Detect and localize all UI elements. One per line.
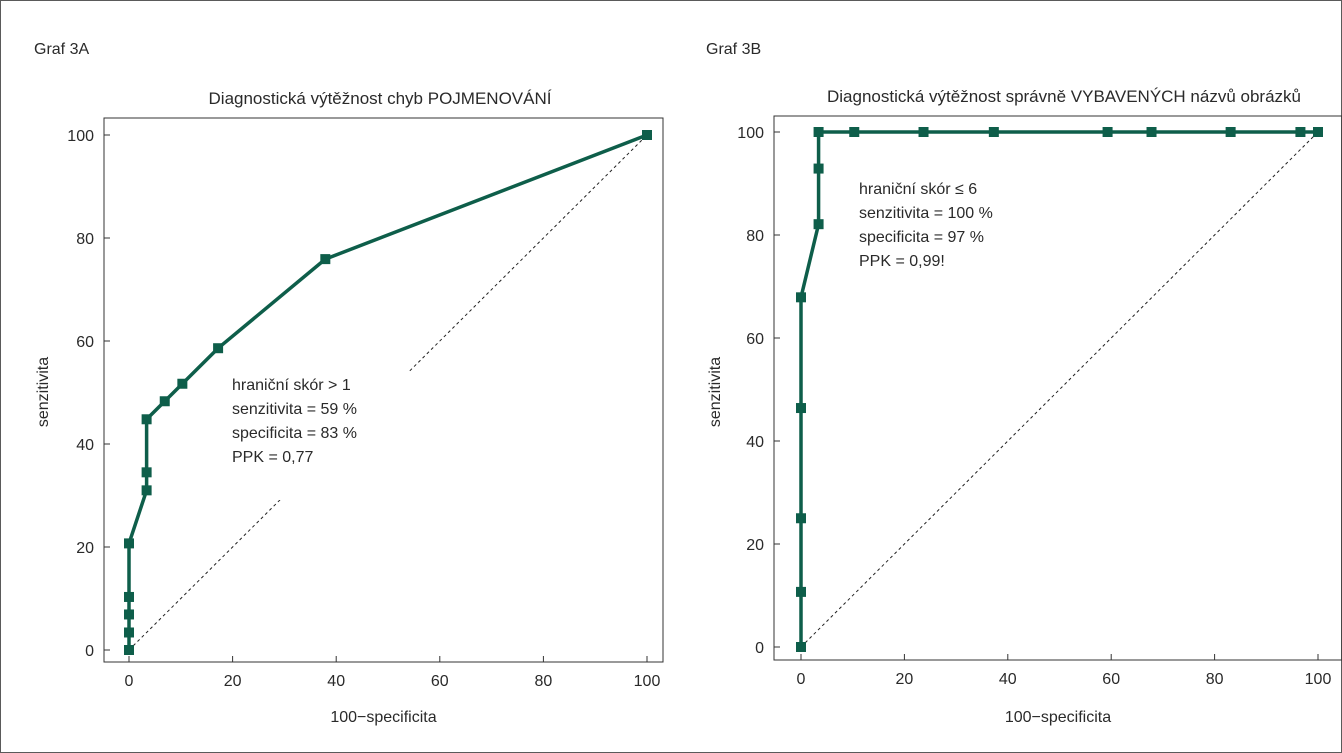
chart-panel-3a: Graf 3A Diagnostická výtěžnost chyb POJME…: [34, 41, 664, 726]
chart-panel-3b: Graf 3B Diagnostická výtěžnost správně VY…: [706, 41, 1342, 726]
reference-diagonal-line: [800, 131, 1319, 648]
x-tick-label: 20: [224, 673, 242, 690]
annotation-line: senzitivita = 59 %: [232, 401, 357, 418]
x-tick-label: 80: [1206, 671, 1224, 688]
roc-data-point: [988, 127, 999, 137]
x-tick-label: 80: [535, 673, 553, 690]
y-tick-label: 60: [746, 331, 764, 348]
x-tick-label: 100: [1305, 671, 1332, 688]
chart-title: Diagnostická výtěžnost chyb POJMENOVÁNÍ: [209, 89, 552, 108]
chart-title: Diagnostická výtěžnost správně VYBAVENÝC…: [827, 87, 1301, 106]
x-tick-label: 0: [797, 671, 806, 688]
roc-data-point: [849, 127, 860, 137]
roc-data-point: [213, 343, 224, 354]
y-tick-label: 100: [67, 128, 94, 145]
roc-data-point: [642, 130, 652, 140]
roc-data-point: [796, 642, 806, 652]
annotation-line: specificita = 97 %: [859, 229, 984, 246]
y-tick-label: 80: [76, 231, 94, 248]
roc-data-point: [813, 219, 824, 230]
annotation-line: hraniční skór > 1: [232, 377, 351, 394]
roc-data-point: [796, 513, 806, 524]
annotation-line: PPK = 0,99!: [859, 253, 945, 270]
roc-data-point: [124, 591, 134, 602]
roc-data-point: [177, 378, 188, 389]
x-axis-label: 100−specificita: [330, 709, 436, 726]
plot-area: [103, 117, 664, 663]
roc-data-point: [124, 609, 134, 620]
x-tick-label: 20: [896, 671, 914, 688]
annotation-line: PPK = 0,77: [232, 449, 313, 466]
roc-data-point: [1225, 127, 1236, 137]
plot-area: [773, 115, 1342, 661]
x-axis-label: 100−specificita: [1005, 709, 1111, 726]
y-tick-label: 80: [746, 228, 764, 245]
roc-data-point: [1102, 127, 1113, 137]
x-tick-label: 40: [999, 671, 1017, 688]
roc-data-point: [159, 396, 170, 407]
roc-data-point: [918, 127, 929, 137]
x-tick-label: 40: [327, 673, 345, 690]
annotation-line: senzitivita = 100 %: [859, 205, 993, 222]
roc-data-point: [1146, 127, 1157, 137]
roc-data-point: [124, 627, 134, 638]
y-tick-label: 100: [737, 125, 764, 142]
roc-data-point: [1313, 127, 1323, 137]
panel-label: Graf 3A: [34, 41, 89, 58]
roc-data-point: [141, 414, 152, 425]
roc-data-point: [813, 127, 824, 137]
roc-data-point: [796, 403, 806, 414]
roc-data-point: [320, 254, 331, 265]
roc-data-point: [141, 485, 152, 496]
y-tick-label: 0: [755, 640, 764, 657]
panel-label: Graf 3B: [706, 41, 761, 58]
y-tick-label: 20: [76, 540, 94, 557]
y-tick-label: 60: [76, 334, 94, 351]
y-axis-label: senzitivita: [707, 357, 724, 427]
roc-data-point: [796, 586, 806, 597]
roc-curve-line: [799, 130, 1318, 647]
y-tick-label: 0: [85, 643, 94, 660]
roc-data-point: [124, 645, 134, 655]
roc-data-point: [1295, 127, 1306, 137]
y-tick-label: 20: [746, 537, 764, 554]
roc-data-point: [813, 163, 824, 174]
x-tick-label: 0: [125, 673, 134, 690]
roc-data-point: [796, 292, 806, 303]
x-tick-label: 100: [634, 673, 661, 690]
annotation-line: specificita = 83 %: [232, 425, 357, 442]
y-axis-label: senzitivita: [35, 357, 52, 427]
roc-data-point: [124, 538, 134, 549]
x-tick-label: 60: [1102, 671, 1120, 688]
y-tick-label: 40: [746, 434, 764, 451]
roc-data-point: [141, 467, 152, 478]
reference-diagonal-line: [128, 134, 648, 651]
annotation-line: hraniční skór ≤ 6: [859, 181, 977, 198]
annotation-background: [262, 372, 420, 500]
x-tick-label: 60: [431, 673, 449, 690]
y-tick-label: 40: [76, 437, 94, 454]
